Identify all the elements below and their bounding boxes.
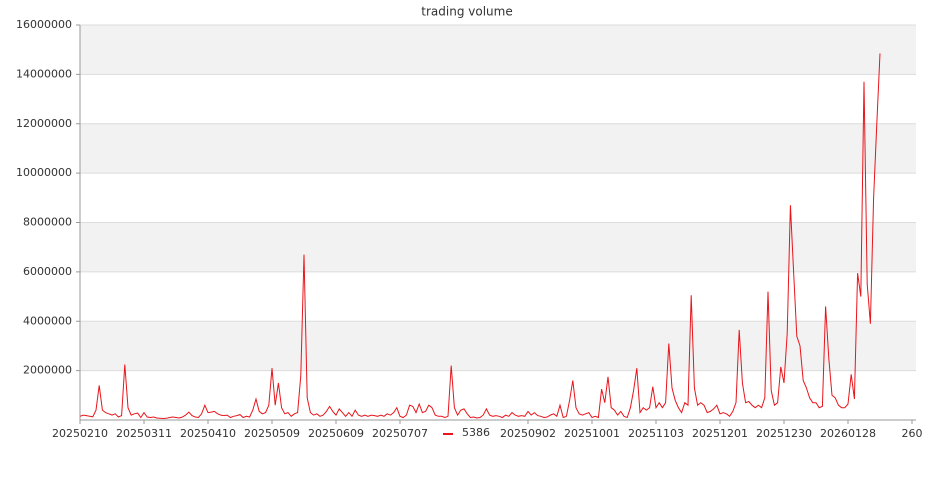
data-line <box>79 53 881 420</box>
y-tick-label: 6000000 <box>23 265 72 278</box>
x-tick-label: 20250311 <box>116 427 172 440</box>
y-tick-label: 12000000 <box>16 117 72 130</box>
x-tick-label: 20251103 <box>628 427 684 440</box>
x-tick-label: 20251230 <box>756 427 812 440</box>
x-tick-label: 20250707 <box>372 427 428 440</box>
grid-band <box>80 123 916 174</box>
grid-band <box>80 321 916 371</box>
y-tick-label: 8000000 <box>23 216 72 229</box>
grid-band <box>80 222 916 272</box>
y-tick-label: 10000000 <box>16 166 72 179</box>
x-tick-label: 20251201 <box>692 427 748 440</box>
y-tick-label: 4000000 <box>23 314 72 327</box>
y-tick-label: 2000000 <box>23 364 72 377</box>
y-tick-label: 14000000 <box>16 67 72 80</box>
y-tick-label: 16000000 <box>16 18 72 31</box>
x-tick-label: 20250902 <box>500 427 556 440</box>
legend-box <box>437 425 497 441</box>
x-tick-label: 260 <box>902 427 923 440</box>
grid-band <box>80 25 916 75</box>
chart-title: trading volume <box>421 5 512 19</box>
x-tick-label: 20250609 <box>308 427 364 440</box>
x-tick-label: 20250509 <box>244 427 300 440</box>
x-tick-label: 20260128 <box>820 427 876 440</box>
x-tick-label: 20251001 <box>564 427 620 440</box>
legend-label: 5386 <box>462 426 490 439</box>
x-tick-label: 20250210 <box>52 427 108 440</box>
x-tick-label: 20250410 <box>180 427 236 440</box>
